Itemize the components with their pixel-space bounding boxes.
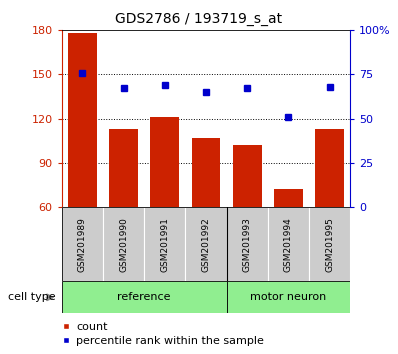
Bar (144, 207, 185, 281)
Text: motor neuron: motor neuron (250, 292, 326, 302)
Bar (315, 129, 344, 207)
Text: GDS2786 / 193719_s_at: GDS2786 / 193719_s_at (115, 12, 283, 27)
Bar (68, 33, 97, 207)
Bar (62, 207, 103, 281)
Bar (233, 145, 261, 207)
Bar (109, 129, 138, 207)
Legend: count, percentile rank within the sample: count, percentile rank within the sample (57, 318, 269, 350)
Text: GSM201994: GSM201994 (284, 217, 293, 272)
Bar (150, 117, 179, 207)
Text: GSM201992: GSM201992 (201, 217, 211, 272)
Bar (226, 281, 350, 313)
Text: reference: reference (117, 292, 171, 302)
Bar (274, 189, 303, 207)
Bar (103, 207, 144, 281)
Text: cell type: cell type (8, 292, 56, 302)
Bar (268, 207, 309, 281)
Bar (62, 281, 226, 313)
Text: GSM201995: GSM201995 (325, 217, 334, 272)
Text: GSM201989: GSM201989 (78, 217, 87, 272)
Bar (226, 207, 268, 281)
Bar (185, 207, 226, 281)
Text: GSM201991: GSM201991 (160, 217, 169, 272)
Bar (309, 207, 350, 281)
Text: GSM201993: GSM201993 (243, 217, 252, 272)
Text: GSM201990: GSM201990 (119, 217, 128, 272)
Bar (191, 138, 220, 207)
